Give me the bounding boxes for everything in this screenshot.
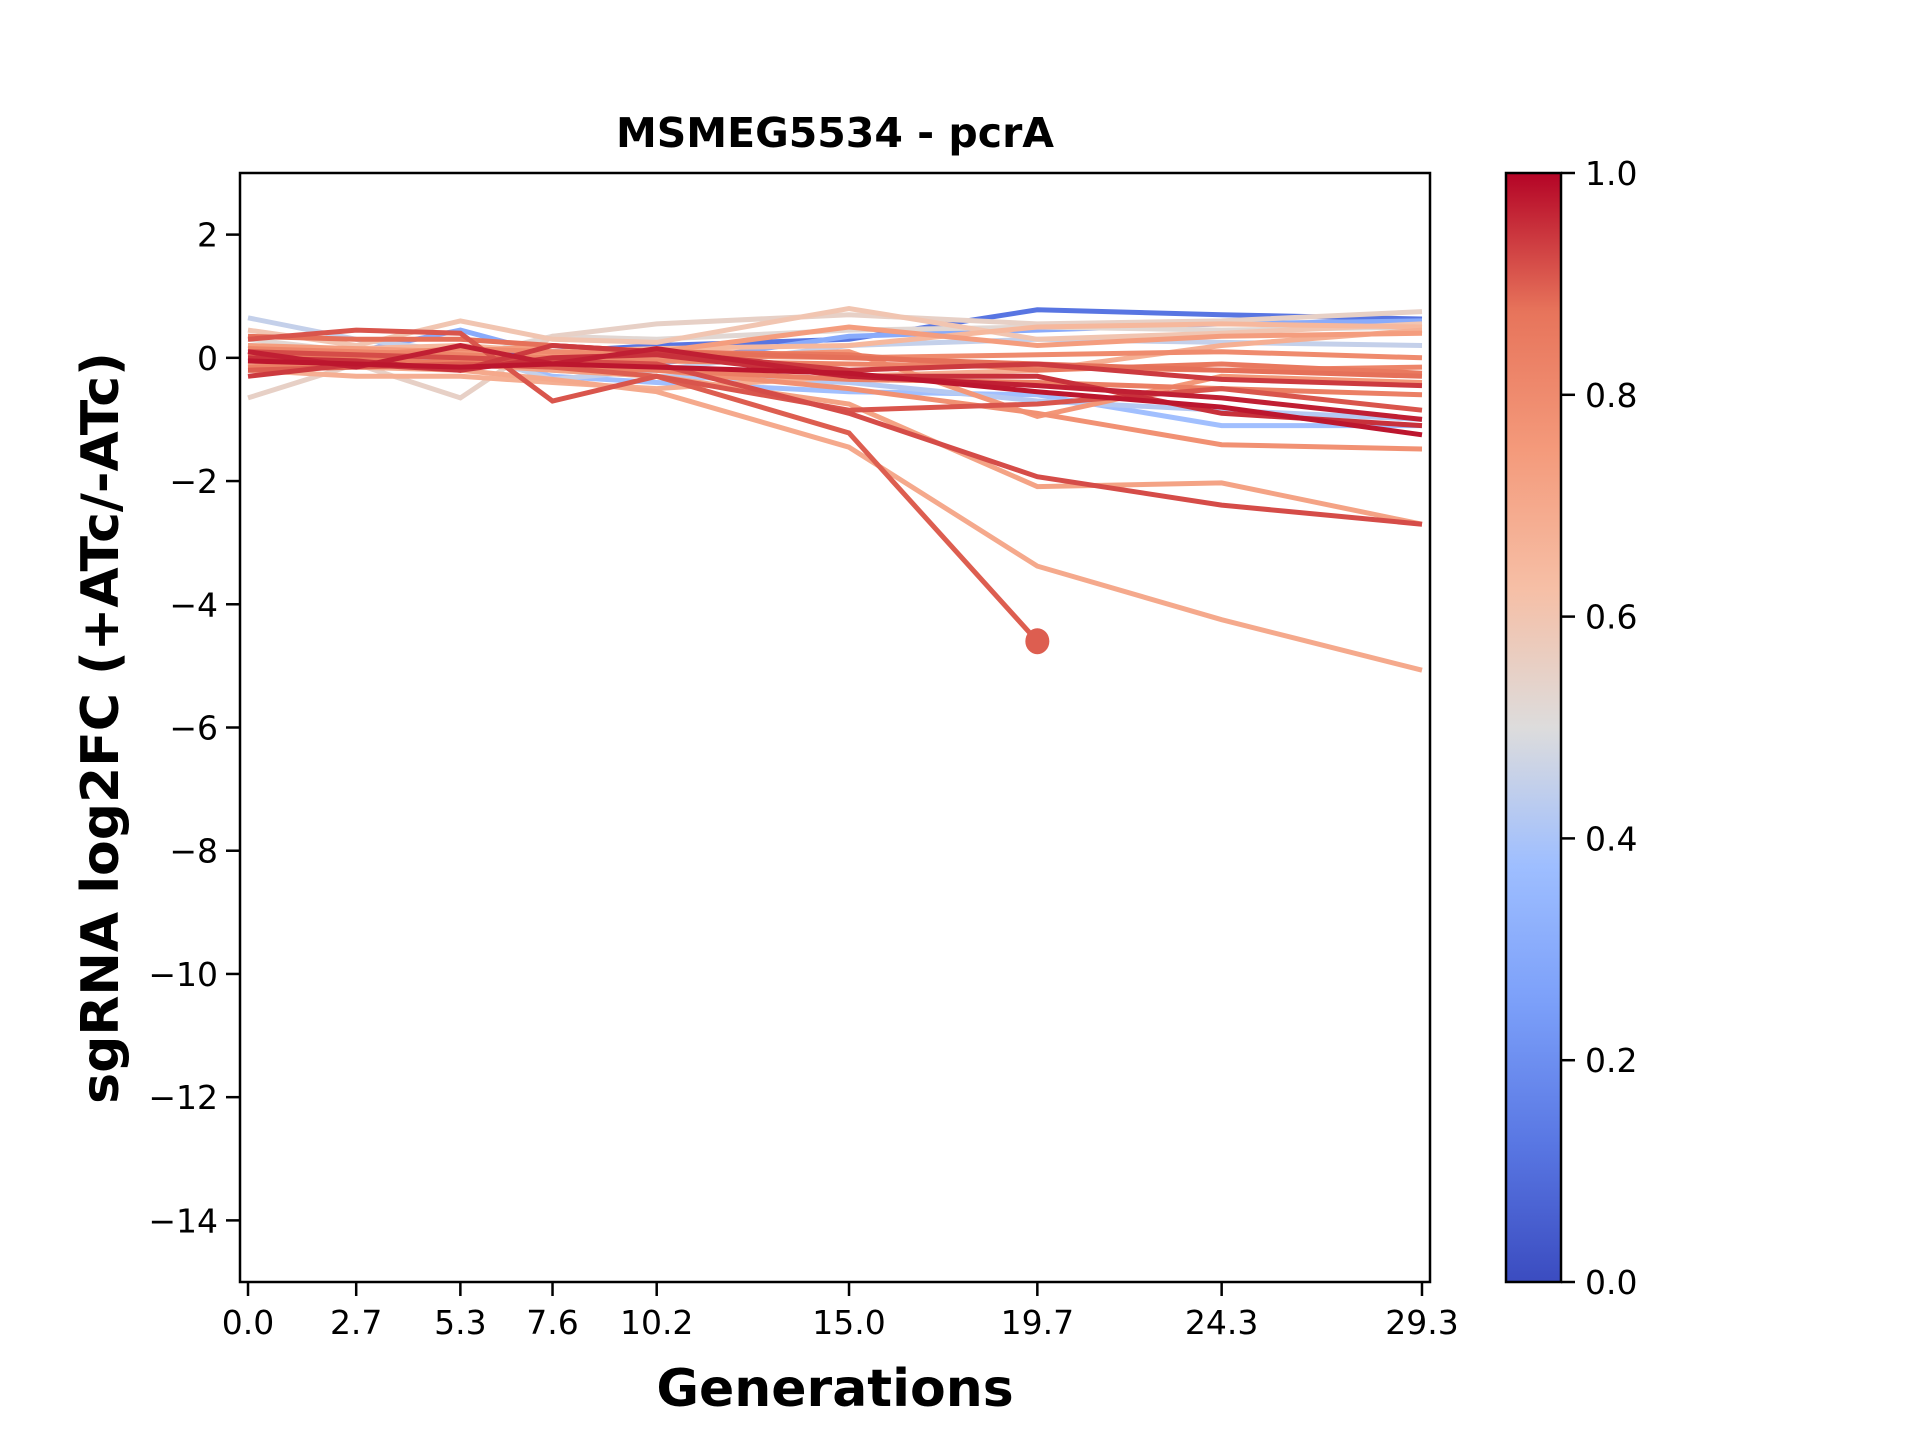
colorbar-tick-label: 0.8 <box>1585 376 1637 415</box>
series-line <box>247 358 1423 438</box>
x-tick-label: 15.0 <box>812 1303 885 1342</box>
y-tick-label: −2 <box>169 462 218 501</box>
x-tick-label: 19.7 <box>1001 1303 1074 1342</box>
y-tick-label: −14 <box>148 1201 218 1240</box>
colorbar-ticks: 0.0 0.2 0.4 0.6 0.8 1.0 <box>1561 154 1637 1302</box>
series-endpoint-marker <box>1025 628 1050 655</box>
x-tick-label: 29.3 <box>1385 1303 1458 1342</box>
x-tick-label: 2.7 <box>330 1303 382 1342</box>
x-axis-label: Generations <box>656 1359 1013 1419</box>
series-line <box>247 342 1423 422</box>
colorbar-tick-label: 0.0 <box>1585 1263 1637 1302</box>
series-layer <box>247 305 1423 673</box>
x-tick-label: 24.3 <box>1185 1303 1258 1342</box>
x-tick-label: 10.2 <box>620 1303 693 1342</box>
chart-title: MSMEG5534 - pcrA <box>616 109 1054 157</box>
x-tick-label: 7.6 <box>526 1303 578 1342</box>
colorbar-tick-label: 0.6 <box>1585 598 1637 637</box>
colorbar-gradient <box>1504 171 1563 1284</box>
x-tick-label: 5.3 <box>434 1303 486 1342</box>
y-axis: 2 0 −2 −4 −6 −8 −10 −12 −14 <box>148 216 240 1240</box>
x-tick-label: 0.0 <box>222 1303 274 1342</box>
y-tick-label: −12 <box>148 1078 218 1117</box>
colorbar: 0.0 0.2 0.4 0.6 0.8 1.0 <box>1504 154 1637 1302</box>
x-axis: 0.0 2.7 5.3 7.6 10.2 15.0 19.7 24.3 29.3 <box>222 1282 1459 1342</box>
y-axis-label: sgRNA log2FC (+ATc/-ATc) <box>71 352 131 1104</box>
y-tick-label: −4 <box>169 585 218 624</box>
y-tick-label: −6 <box>169 709 218 748</box>
colorbar-tick-label: 0.4 <box>1585 819 1637 858</box>
series-line <box>247 349 1423 527</box>
y-tick-label: −10 <box>148 955 218 994</box>
colorbar-tick-label: 1.0 <box>1585 154 1637 193</box>
y-tick-label: 0 <box>197 339 218 378</box>
y-tick-label: 2 <box>197 216 218 255</box>
colorbar-tick-label: 0.2 <box>1585 1041 1637 1080</box>
y-tick-label: −8 <box>169 832 218 871</box>
